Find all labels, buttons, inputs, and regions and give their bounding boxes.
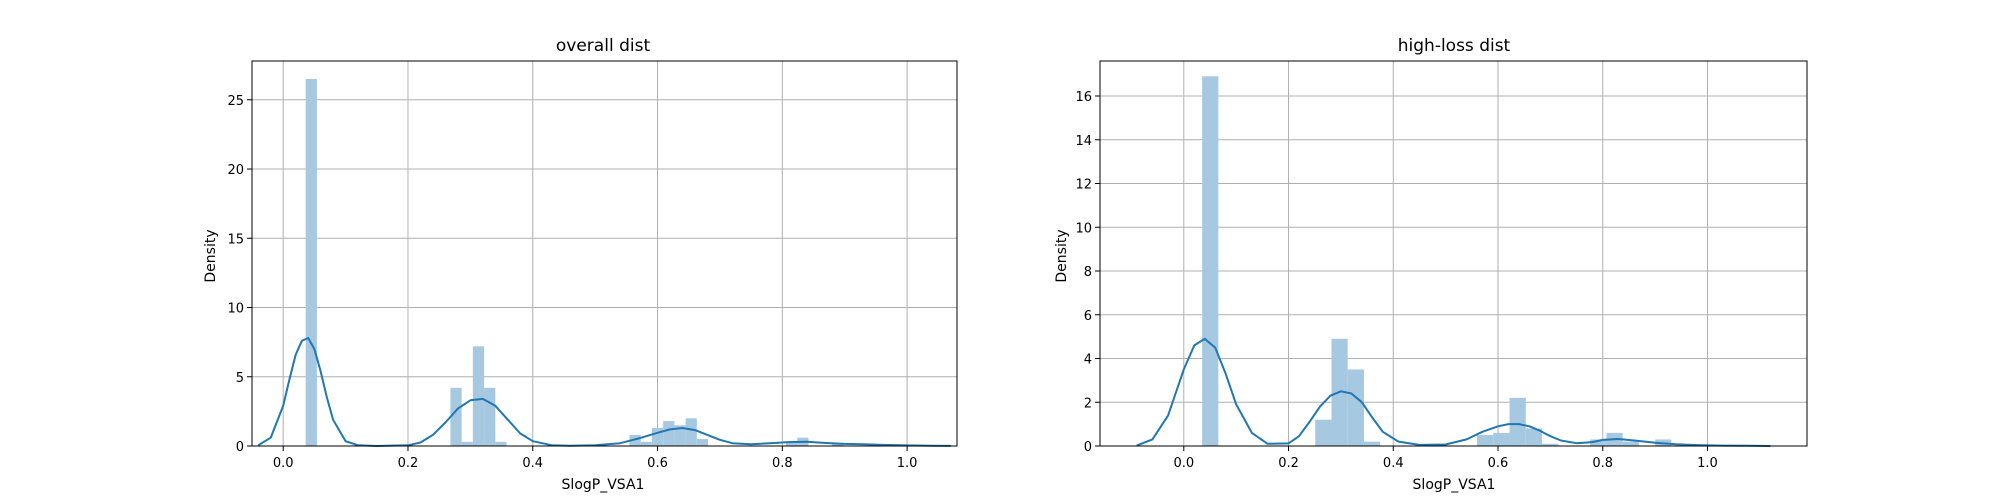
histogram-bar [685,418,697,446]
y-tick-label: 2 [1084,396,1092,411]
x-tick-label: 0.4 [1383,456,1404,471]
histogram-bar [1493,432,1510,446]
histogram-bar [450,387,462,446]
chart-title: high-loss dist [1398,36,1511,56]
y-axis-label: Density [203,229,219,282]
histogram-bar [1477,435,1494,446]
histogram-bar [461,441,473,446]
y-tick-label: 16 [1075,90,1092,105]
chart-title: overall dist [556,36,651,56]
histogram-bar [1590,439,1607,446]
y-tick-label: 10 [227,302,244,317]
x-tick-label: 1.0 [897,456,918,471]
kde-line [1136,337,1771,447]
histogram-bar [472,346,485,446]
x-tick-label: 0.0 [273,456,294,471]
histogram-bar [651,427,664,446]
x-tick-label: 0.8 [1592,456,1613,471]
kde-line [257,337,951,447]
histogram-bar [1542,443,1559,446]
x-tick-label: 0.0 [1173,456,1194,471]
histogram-bar [1622,441,1639,446]
y-tick-label: 4 [1084,353,1092,368]
y-tick-label: 25 [227,94,244,109]
x-tick-label: 0.2 [1278,456,1299,471]
y-tick-label: 14 [1075,134,1092,149]
histogram-bar [786,441,798,446]
x-tick-label: 0.4 [522,456,543,471]
x-axis-label: SlogP_VSA1 [1413,477,1496,493]
axes-frame [1099,60,1808,447]
axes-frame [251,60,958,447]
y-tick-label: 15 [227,232,244,247]
histogram-bar [1509,397,1526,446]
histogram-bar [832,443,844,446]
y-tick-label: 20 [227,163,244,178]
x-tick-label: 1.0 [1697,456,1718,471]
histogram-bar [674,425,686,446]
histogram-bar [663,421,675,446]
histogram-bar [629,434,641,446]
y-tick-label: 8 [1084,265,1092,280]
histogram-bar [484,387,496,446]
y-tick-label: 0 [236,440,244,455]
histogram-bar [1347,369,1364,446]
x-tick-label: 0.6 [647,456,668,471]
subplot-high-loss-dist: high-loss dist SlogP_VSA1 Density 0.0 0.2… [1054,36,1808,493]
x-tick-label: 0.6 [1488,456,1509,471]
histogram-bar [696,439,709,446]
x-axis-label: SlogP_VSA1 [562,477,645,493]
histogram-bar [1202,76,1219,446]
x-tick-label: 0.8 [772,456,793,471]
histogram-bar [495,441,507,446]
histogram-bar [1315,419,1332,446]
y-tick-label: 5 [236,371,244,386]
y-axis-label: Density [1054,229,1070,282]
subplot-overall-dist: overall dist SlogP_VSA1 Density 0.0 0.2 0.… [203,36,958,493]
y-tick-label: 10 [1075,221,1092,236]
histogram-bar [1525,428,1543,446]
y-tick-label: 12 [1075,178,1092,193]
histogram-bar [305,79,317,446]
x-tick-label: 0.2 [398,456,419,471]
y-tick-label: 6 [1084,309,1092,324]
y-tick-label: 0 [1084,440,1092,455]
histogram-bar [640,441,652,446]
histogram-bar [1363,441,1381,446]
